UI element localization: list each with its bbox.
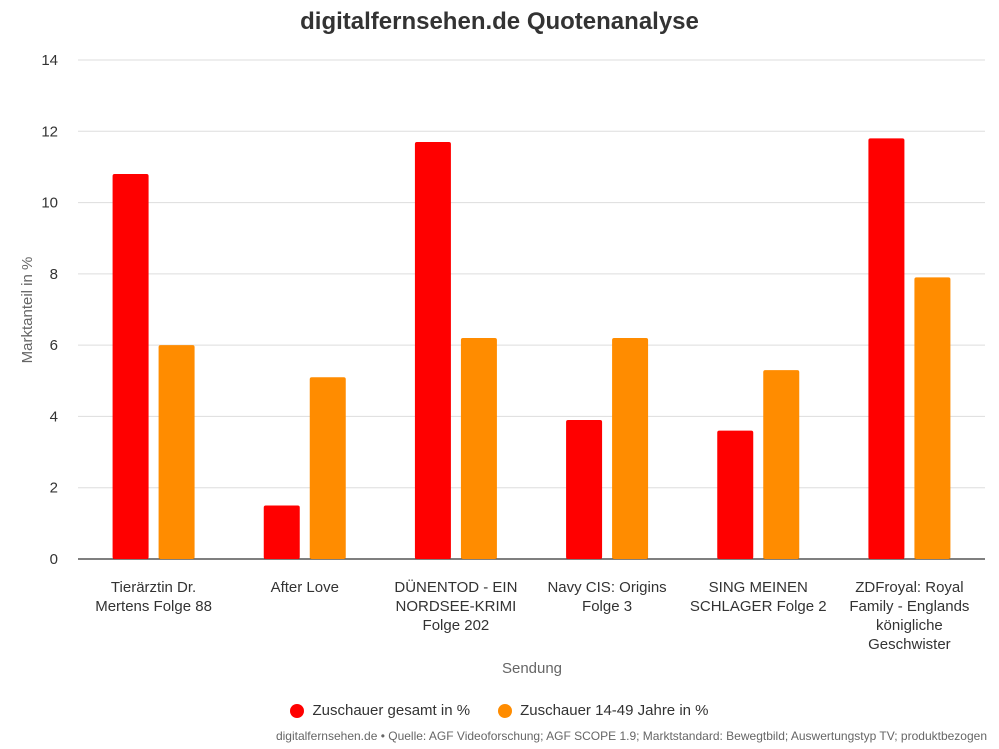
x-category-label: DÜNENTOD - EIN — [394, 578, 517, 596]
x-category-label: Folge 3 — [582, 598, 632, 615]
bar-gesamt-4[interactable] — [717, 430, 754, 559]
y-tick-label: 12 — [41, 123, 58, 140]
y-tick-label: 8 — [50, 266, 58, 283]
x-category-label: Tierärztin Dr. — [111, 579, 196, 596]
y-tick-label: 0 — [50, 551, 58, 568]
bar-14-49-0[interactable] — [158, 345, 195, 559]
gridlines — [78, 59, 985, 560]
legend: Zuschauer gesamt in % Zuschauer 14-49 Ja… — [0, 702, 999, 719]
x-category-label: NORDSEE-KRIMI — [395, 598, 516, 615]
legend-swatch-14-49 — [498, 703, 513, 718]
x-category-label: Family - Englands — [849, 598, 969, 615]
x-category-label: SCHLAGER Folge 2 — [690, 598, 827, 615]
x-category-label: SING MEINEN — [709, 579, 808, 596]
bar-14-49-3[interactable] — [612, 338, 649, 559]
y-axis-title: Marktanteil in % — [19, 257, 36, 364]
bar-14-49-5[interactable] — [914, 277, 951, 559]
x-category-label: ZDFroyal: Royal — [855, 579, 963, 596]
bar-14-49-4[interactable] — [763, 370, 800, 559]
y-tick-label: 4 — [50, 408, 58, 425]
x-category-label: Mertens Folge 88 — [95, 598, 212, 615]
bar-gesamt-2[interactable] — [414, 141, 451, 559]
legend-swatch-gesamt — [290, 703, 305, 718]
bar-gesamt-0[interactable] — [112, 174, 149, 560]
legend-item-14-49[interactable]: Zuschauer 14-49 Jahre in % — [498, 702, 709, 719]
bar-14-49-1[interactable] — [309, 377, 346, 559]
x-category-label: königliche — [876, 617, 943, 634]
bar-gesamt-1[interactable] — [263, 505, 300, 559]
bar-gesamt-5[interactable] — [868, 138, 905, 559]
chart-title: digitalfernsehen.de Quotenanalyse — [300, 8, 699, 35]
legend-item-gesamt[interactable]: Zuschauer gesamt in % — [290, 702, 470, 719]
legend-label-14-49: Zuschauer 14-49 Jahre in % — [520, 702, 709, 719]
y-tick-label: 6 — [50, 337, 58, 354]
bars — [112, 138, 951, 560]
x-category-label: Navy CIS: Origins — [547, 579, 666, 596]
y-axis-ticks: 0 2 4 6 8 10 12 14 — [41, 52, 58, 568]
x-axis-categories: Tierärztin Dr. Mertens Folge 88 After Love… — [95, 578, 969, 653]
y-tick-label: 2 — [50, 480, 58, 497]
y-tick-label: 14 — [41, 52, 58, 69]
x-category-label: Folge 202 — [423, 617, 490, 634]
bar-gesamt-3[interactable] — [566, 419, 603, 559]
bar-14-49-2[interactable] — [460, 338, 497, 559]
x-category-label: After Love — [271, 579, 339, 596]
x-axis-title: Sendung — [502, 660, 562, 677]
x-category-label: Geschwister — [868, 636, 951, 653]
y-tick-label: 10 — [41, 195, 58, 212]
legend-label-gesamt: Zuschauer gesamt in % — [312, 702, 471, 719]
source-note: digitalfernsehen.de • Quelle: AGF Videof… — [275, 729, 987, 743]
